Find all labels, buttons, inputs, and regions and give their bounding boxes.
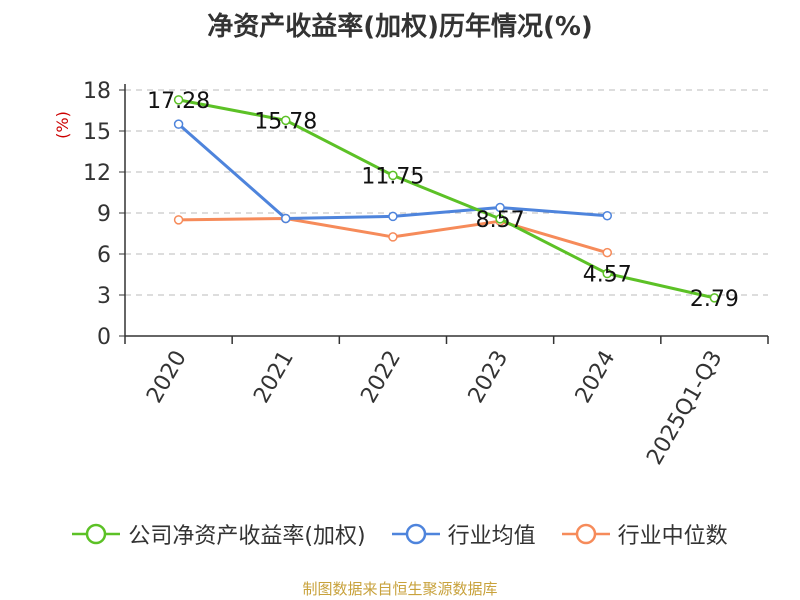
data-label: 11.75 bbox=[361, 164, 424, 189]
legend-label: 公司净资产收益率(加权) bbox=[128, 524, 366, 549]
series-lines bbox=[173, 95, 720, 303]
legend-label: 行业中位数 bbox=[617, 524, 728, 549]
data-label: 17.28 bbox=[147, 89, 210, 114]
legend-swatch-icon bbox=[561, 523, 610, 545]
legend-label: 行业均值 bbox=[447, 524, 536, 549]
chart-title: 净资产收益率(加权)历年情况(%) bbox=[207, 12, 593, 42]
x-tick-label: 2024 bbox=[571, 347, 621, 408]
series-line bbox=[178, 98, 715, 300]
data-point bbox=[388, 170, 398, 181]
y-tick-label: 6 bbox=[97, 243, 111, 268]
data-point bbox=[388, 232, 398, 242]
y-tick-label: 0 bbox=[97, 325, 111, 350]
data-point bbox=[281, 115, 291, 126]
y-tick-label: 9 bbox=[97, 202, 111, 227]
data-point bbox=[495, 202, 505, 213]
x-tick-label: 2020 bbox=[142, 347, 192, 408]
legend: 公司净资产收益率(加权) 行业均值 行业中位数 bbox=[0, 518, 800, 550]
legend-swatch-marker bbox=[86, 523, 107, 545]
legend-item[interactable]: 行业均值 bbox=[391, 518, 536, 550]
x-tick-label: 2022 bbox=[356, 347, 406, 408]
legend-item[interactable]: 行业中位数 bbox=[561, 518, 728, 550]
data-point bbox=[281, 213, 291, 224]
x-tick-label: 2025Q1-Q3 bbox=[642, 347, 727, 470]
data-point bbox=[173, 119, 184, 129]
data-point bbox=[602, 268, 612, 279]
data-point bbox=[388, 211, 398, 222]
data-label: 2.79 bbox=[690, 287, 739, 312]
y-tick-label: 18 bbox=[83, 79, 111, 104]
data-point bbox=[602, 210, 612, 221]
legend-swatch-marker bbox=[575, 523, 596, 545]
data-point bbox=[602, 247, 612, 258]
y-tick-label: 12 bbox=[83, 161, 111, 186]
data-point bbox=[173, 215, 184, 225]
data-point bbox=[173, 95, 184, 105]
y-axis-label: (%) bbox=[53, 111, 72, 139]
data-point bbox=[709, 293, 720, 303]
legend-swatch-icon bbox=[391, 523, 440, 545]
legend-swatch-marker bbox=[405, 523, 426, 545]
y-tick-label: 15 bbox=[83, 120, 111, 145]
legend-swatch-icon bbox=[72, 523, 121, 545]
y-tick-label: 3 bbox=[97, 284, 111, 309]
x-tick-label: 2021 bbox=[249, 347, 299, 408]
legend-item[interactable]: 公司净资产收益率(加权) bbox=[72, 518, 366, 550]
x-tick-label: 2023 bbox=[464, 347, 514, 408]
data-label: 15.78 bbox=[254, 109, 317, 134]
data-point bbox=[495, 214, 505, 224]
axes: 0 3 6 9 12 15 18 2020 2021 2022 2023 2024 2025Q1-Q3 bbox=[83, 79, 769, 470]
grid-lines bbox=[125, 89, 768, 296]
data-label: 8.57 bbox=[476, 208, 525, 233]
data-labels: 17.28 15.78 11.75 8.57 4.57 2.79 bbox=[147, 89, 739, 312]
data-source-note: 制图数据来自恒生聚源数据库 bbox=[302, 580, 498, 598]
data-label: 4.57 bbox=[583, 263, 632, 288]
